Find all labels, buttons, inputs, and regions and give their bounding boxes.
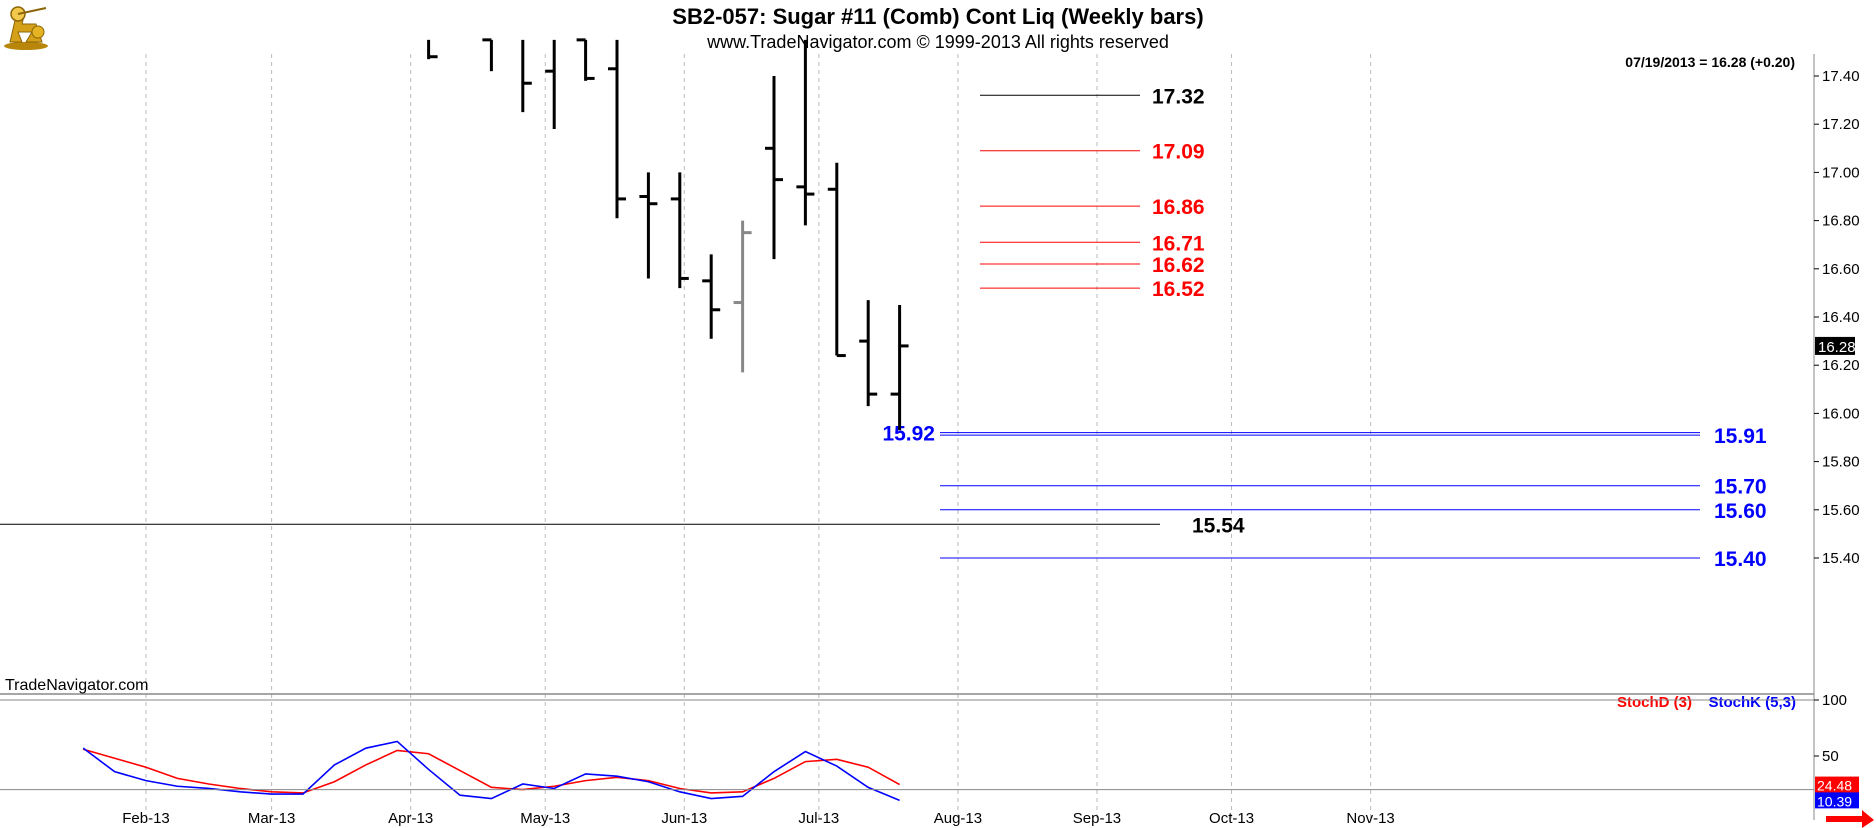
level-label: 15.40 (1714, 548, 1767, 571)
legend-stochk: StochK (5,3) (1708, 694, 1796, 711)
x-tick-label: Aug-13 (934, 810, 982, 827)
y-tick-label: 16.40 (1822, 309, 1860, 326)
y-tick-label: 16.20 (1822, 357, 1860, 374)
ohlc-bar (796, 39, 815, 226)
level-label: 17.32 (1152, 85, 1205, 108)
level-label: 16.71 (1152, 232, 1205, 255)
ohlc-bar (482, 38, 493, 72)
level-label: 16.62 (1152, 254, 1205, 277)
ohlc-bar (545, 39, 556, 130)
stochastic-panel: StochK (5,3) StochD (3) (82, 694, 1796, 802)
level-label: 16.52 (1152, 278, 1205, 301)
last-price-tag: 16.28 (1818, 339, 1856, 356)
stoch-tick-label: 100 (1822, 692, 1847, 709)
level-label: 15.70 (1714, 476, 1767, 499)
grid-layer (145, 54, 1372, 820)
level-label: 15.91 (1714, 425, 1767, 448)
x-tick-label: Mar-13 (248, 810, 296, 827)
x-tick-label: Sep-13 (1073, 810, 1121, 827)
last-price-tag-box (1815, 336, 1855, 355)
ohlc-bar (827, 162, 846, 358)
stochd-value-tag: 24.48 (1817, 778, 1852, 794)
y-tick-label: 17.00 (1822, 164, 1860, 181)
y-tick-label: 15.60 (1822, 502, 1860, 519)
x-tick-label: Feb-13 (122, 810, 170, 827)
y-tick-label: 16.60 (1822, 261, 1860, 278)
stoch-series-line (82, 740, 900, 802)
scroll-right-arrow-icon (1826, 810, 1874, 828)
ohlc-bar (702, 254, 721, 339)
x-tick-label: Jul-13 (798, 810, 839, 827)
x-tick-label: May-13 (520, 810, 570, 827)
y-tick-label: 17.20 (1822, 116, 1860, 133)
stochk-value-tag-box (1815, 792, 1859, 809)
ohlc-bar (670, 172, 689, 289)
y-tick-label: 16.80 (1822, 213, 1860, 230)
price-bars-layer (427, 38, 909, 431)
watermark-text: TradeNavigator.com (5, 677, 148, 694)
level-label: 15.60 (1714, 500, 1767, 523)
stoch-series-line (82, 748, 900, 794)
trade-navigator-logo-icon (2, 2, 54, 52)
level-label: 15.54 (1192, 514, 1245, 537)
axes-layer: Feb-13 Mar-13 Apr-13 May-13 Jun-13 Jul-13 Aug-… (0, 54, 1874, 828)
x-tick-label: Apr-13 (388, 810, 433, 827)
y-tick-label: 17.40 (1822, 68, 1860, 85)
level-label: 17.09 (1152, 141, 1205, 164)
chart-title: SB2-057: Sugar #11 (Comb) Cont Liq (Week… (672, 4, 1204, 29)
ohlc-bar (427, 39, 438, 60)
ohlc-bar (608, 39, 626, 219)
legend-stochd: StochD (3) (1617, 694, 1692, 711)
stochk-value-tag: 10.39 (1817, 793, 1852, 809)
y-tick-label: 15.40 (1822, 550, 1860, 567)
ohlc-bar (890, 304, 909, 431)
last-value-info: 07/19/2013 = 16.28 (+0.20) (1625, 54, 1795, 70)
ohlc-bar (859, 300, 878, 407)
level-label: 15.92 (882, 423, 935, 446)
x-tick-label: Jun-13 (661, 810, 707, 827)
level-label: 16.86 (1152, 196, 1205, 219)
ohlc-bar (521, 39, 532, 113)
ohlc-bar (765, 76, 783, 260)
ohlc-bar (576, 38, 595, 81)
ohlc-bar (733, 220, 752, 373)
x-tick-label: Oct-13 (1209, 810, 1254, 827)
chart-subtitle: www.TradeNavigator.com © 1999-2013 All r… (707, 32, 1169, 52)
stochd-value-tag-box (1815, 776, 1859, 793)
y-tick-label: 16.00 (1822, 405, 1860, 422)
ohlc-bar (639, 172, 658, 279)
stoch-tick-label: 50 (1822, 748, 1839, 765)
y-tick-label: 15.80 (1822, 454, 1860, 471)
x-tick-label: Nov-13 (1346, 810, 1394, 827)
chart-header: SB2-057: Sugar #11 (Comb) Cont Liq (Week… (0, 0, 1876, 54)
